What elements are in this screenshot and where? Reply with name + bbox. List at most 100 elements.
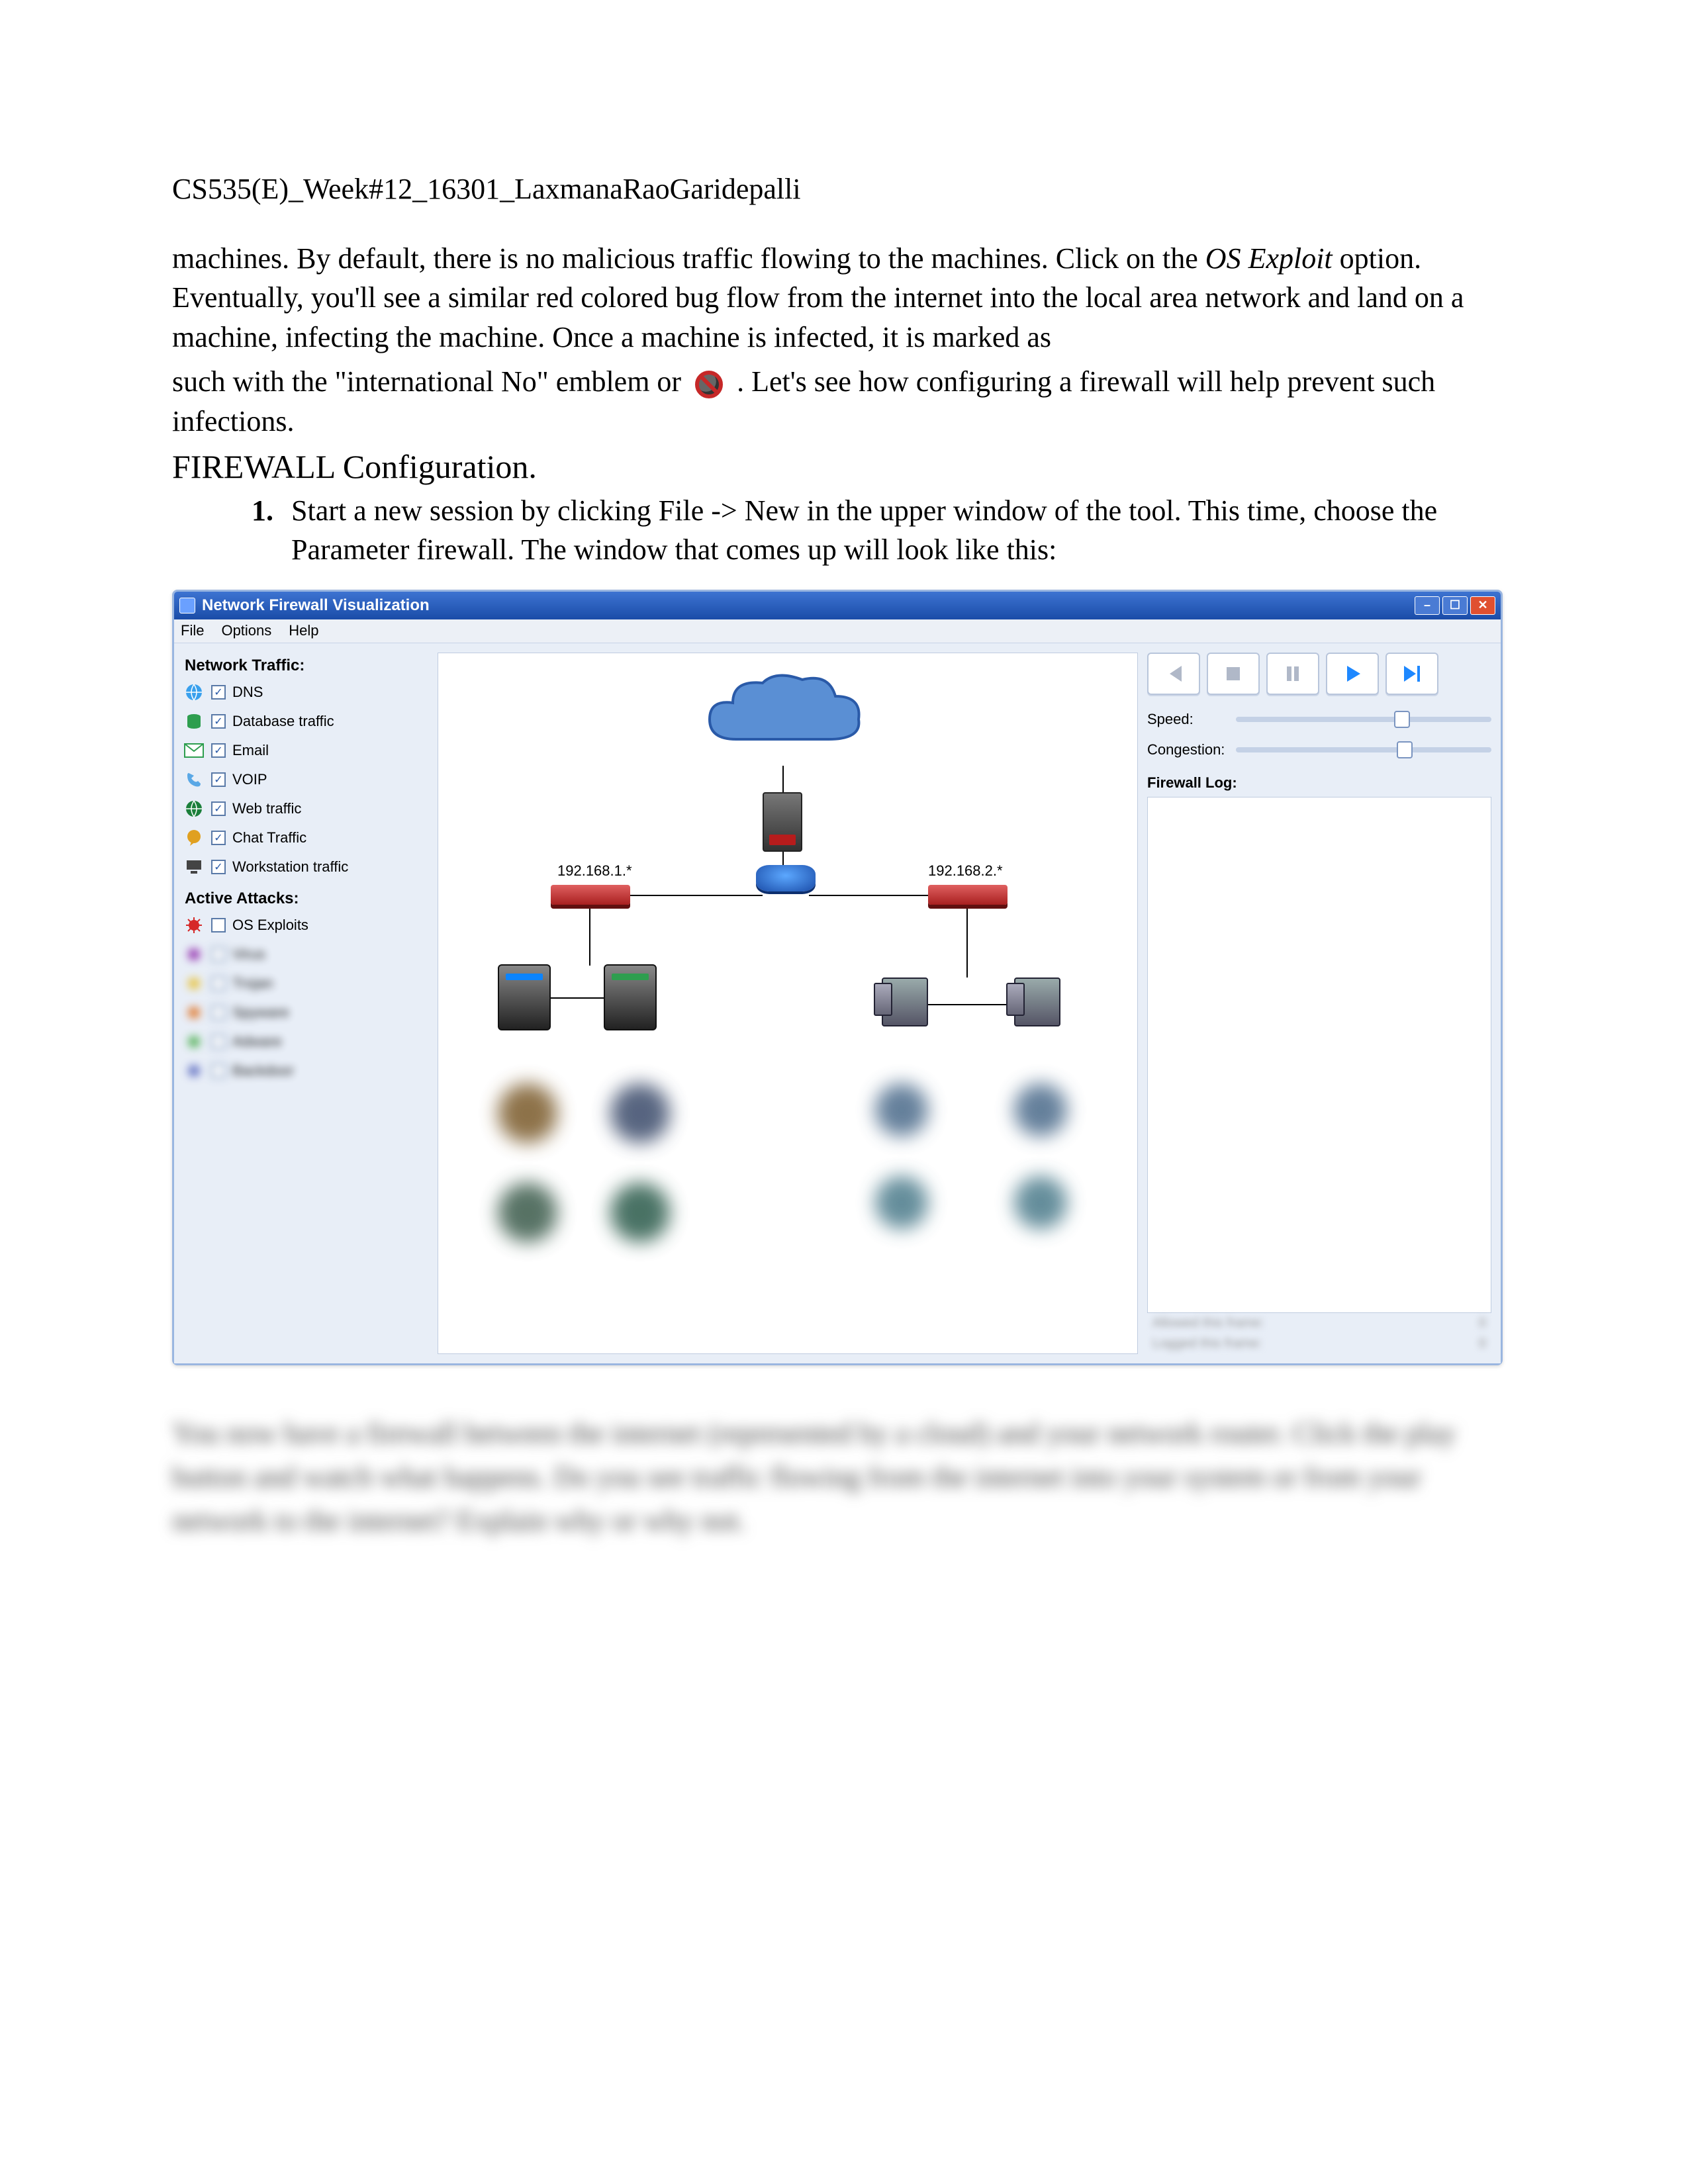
pause-button[interactable] bbox=[1266, 653, 1319, 695]
traffic-icon bbox=[183, 740, 205, 761]
traffic-icon bbox=[183, 827, 205, 848]
traffic-checkbox[interactable]: ✓ bbox=[211, 860, 226, 874]
attack-list: OS Exploits Virus Trojan Spyware Adware … bbox=[183, 915, 428, 1081]
page-header: CS535(E)_Week#12_16301_LaxmanaRaoGaridep… bbox=[172, 172, 1516, 206]
wire bbox=[782, 766, 784, 796]
attack-icon bbox=[183, 1031, 205, 1052]
traffic-row: ✓ VOIP bbox=[183, 769, 428, 790]
traffic-icon bbox=[183, 711, 205, 732]
wire bbox=[630, 895, 763, 896]
menubar: File Options Help bbox=[174, 619, 1501, 643]
stat1-label: Allowed this frame: bbox=[1152, 1316, 1264, 1331]
stat2-val: 0 bbox=[1479, 1336, 1486, 1351]
traffic-checkbox[interactable]: ✓ bbox=[211, 685, 226, 700]
speed-slider[interactable] bbox=[1236, 717, 1491, 722]
internet-cloud-icon bbox=[696, 666, 868, 766]
wire bbox=[809, 895, 935, 896]
paragraph-1: machines. By default, there is no malici… bbox=[172, 239, 1516, 357]
attack-icon bbox=[183, 915, 205, 936]
step-text: Start a new session by clicking File -> … bbox=[285, 491, 1516, 570]
blurred-node-icon bbox=[875, 1083, 928, 1136]
right-panel: Speed: Congestion: Firewall Log: Allowed… bbox=[1147, 653, 1491, 1354]
traffic-checkbox[interactable]: ✓ bbox=[211, 714, 226, 729]
traffic-row: ✓ Database traffic bbox=[183, 711, 428, 732]
attack-row: OS Exploits bbox=[183, 915, 428, 936]
switch-a-icon bbox=[551, 885, 630, 905]
attack-row: Adware bbox=[183, 1031, 428, 1052]
blurred-node-icon bbox=[610, 1083, 670, 1143]
subnet-a-label: 192.168.1.* bbox=[557, 862, 632, 880]
menu-options[interactable]: Options bbox=[221, 622, 271, 639]
traffic-row: ✓ DNS bbox=[183, 682, 428, 703]
traffic-label: Chat Traffic bbox=[232, 829, 306, 846]
close-button[interactable]: ✕ bbox=[1470, 596, 1495, 615]
play-button[interactable] bbox=[1326, 653, 1379, 695]
window-title: Network Firewall Visualization bbox=[202, 596, 1415, 615]
router-icon bbox=[756, 865, 816, 891]
attack-row: Virus bbox=[183, 944, 428, 965]
server-dns-icon bbox=[498, 964, 551, 1030]
congestion-label: Congestion: bbox=[1147, 741, 1227, 758]
stat2-label: Logged this frame: bbox=[1152, 1336, 1262, 1351]
stats-row-1: Allowed this frame: 0 bbox=[1147, 1313, 1491, 1334]
congestion-slider[interactable] bbox=[1236, 747, 1491, 752]
playback-controls bbox=[1147, 653, 1491, 695]
attack-checkbox[interactable] bbox=[211, 918, 226, 933]
attack-checkbox[interactable] bbox=[211, 1005, 226, 1020]
skip-back-button[interactable] bbox=[1147, 653, 1200, 695]
stop-button[interactable] bbox=[1207, 653, 1260, 695]
menu-file[interactable]: File bbox=[181, 622, 204, 639]
speed-row: Speed: bbox=[1147, 711, 1491, 728]
traffic-row: ✓ Web traffic bbox=[183, 798, 428, 819]
blurred-node-icon bbox=[498, 1083, 557, 1143]
attack-icon bbox=[183, 1002, 205, 1023]
left-panel: Network Traffic: ✓ DNS ✓ Database traffi… bbox=[183, 653, 428, 1354]
traffic-label: Workstation traffic bbox=[232, 858, 348, 876]
p1a: machines. By default, there is no malici… bbox=[172, 242, 1205, 275]
traffic-icon bbox=[183, 769, 205, 790]
active-attacks-title: Active Attacks: bbox=[185, 889, 428, 908]
attack-row: Spyware bbox=[183, 1002, 428, 1023]
attack-label: Spyware bbox=[232, 1004, 289, 1021]
wire bbox=[782, 852, 784, 866]
attack-checkbox[interactable] bbox=[211, 976, 226, 991]
traffic-label: Web traffic bbox=[232, 800, 301, 817]
topology-canvas: 192.168.1.* 192.168.2.* bbox=[438, 653, 1138, 1354]
server-db-icon bbox=[604, 964, 657, 1030]
stat1-val: 0 bbox=[1479, 1316, 1486, 1331]
blurred-node-icon bbox=[1014, 1176, 1067, 1229]
attack-icon bbox=[183, 1060, 205, 1081]
app-window: Network Firewall Visualization – ☐ ✕ Fil… bbox=[172, 590, 1503, 1365]
skip-forward-button[interactable] bbox=[1385, 653, 1438, 695]
attack-checkbox[interactable] bbox=[211, 1034, 226, 1049]
traffic-checkbox[interactable]: ✓ bbox=[211, 743, 226, 758]
attack-label: OS Exploits bbox=[232, 917, 308, 934]
attack-row: Trojan bbox=[183, 973, 428, 994]
maximize-button[interactable]: ☐ bbox=[1442, 596, 1468, 615]
traffic-icon bbox=[183, 798, 205, 819]
traffic-checkbox[interactable]: ✓ bbox=[211, 831, 226, 845]
blurred-node-icon bbox=[610, 1183, 670, 1242]
section-title: FIREWALL Configuration. bbox=[172, 447, 1516, 486]
attack-icon bbox=[183, 973, 205, 994]
attack-checkbox[interactable] bbox=[211, 947, 226, 962]
traffic-checkbox[interactable]: ✓ bbox=[211, 801, 226, 816]
traffic-row: ✓ Email bbox=[183, 740, 428, 761]
minimize-button[interactable]: – bbox=[1415, 596, 1440, 615]
workstation-icon bbox=[1014, 978, 1060, 1026]
traffic-label: Database traffic bbox=[232, 713, 334, 730]
traffic-icon bbox=[183, 682, 205, 703]
attack-label: Virus bbox=[232, 946, 265, 963]
international-no-icon bbox=[692, 368, 726, 401]
attack-checkbox[interactable] bbox=[211, 1064, 226, 1078]
blurred-node-icon bbox=[1014, 1083, 1067, 1136]
blurred-node-icon bbox=[875, 1176, 928, 1229]
blurred-paragraph: You now have a firewall between the inte… bbox=[172, 1412, 1516, 1543]
attack-label: Trojan bbox=[232, 975, 273, 992]
traffic-checkbox[interactable]: ✓ bbox=[211, 772, 226, 787]
attack-label: Backdoor bbox=[232, 1062, 294, 1079]
menu-help[interactable]: Help bbox=[289, 622, 318, 639]
traffic-label: Email bbox=[232, 742, 269, 759]
ordered-list: 1. Start a new session by clicking File … bbox=[172, 491, 1516, 570]
firewall-log bbox=[1147, 797, 1491, 1313]
